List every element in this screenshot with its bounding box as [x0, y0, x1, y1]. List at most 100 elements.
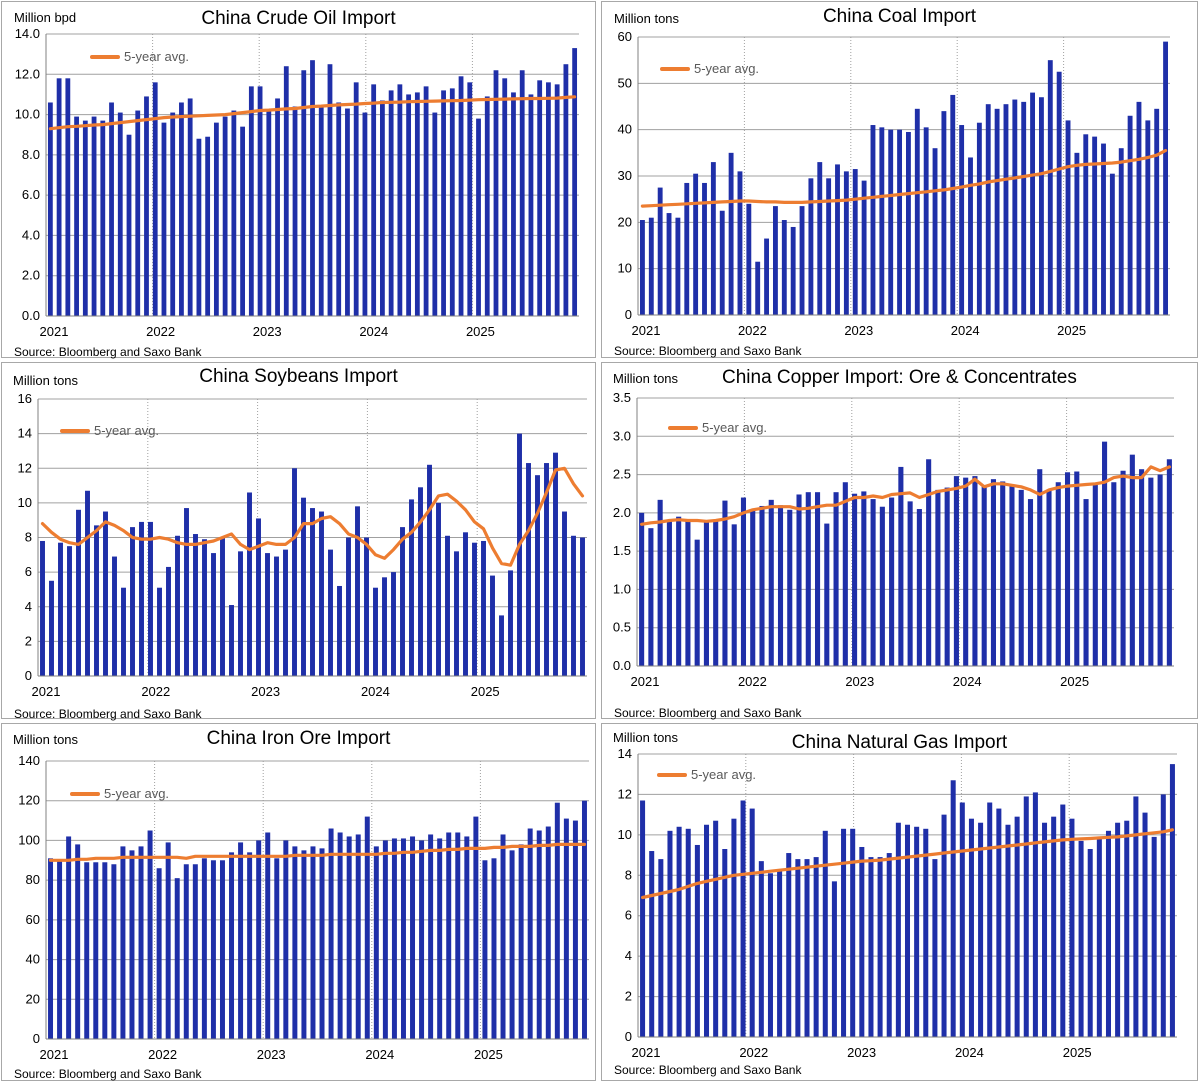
bar-monthly-import	[1133, 796, 1139, 1037]
bar-monthly-import	[364, 816, 370, 1039]
bar-monthly-import	[410, 836, 416, 1039]
bar-monthly-import	[536, 830, 542, 1039]
bar-monthly-import	[391, 572, 396, 676]
chart-panel-iron-ore: 0 20 40 60 80 100 120 140 2021 2022 2023 2024 2025 C…	[1, 723, 596, 1081]
y-tick-label: 0	[625, 1029, 632, 1044]
avg-line	[639, 465, 1172, 526]
bar-monthly-import	[463, 532, 468, 676]
bar-monthly-import	[675, 217, 681, 315]
bar-monthly-import	[888, 129, 894, 315]
bar-monthly-import	[345, 108, 350, 317]
bar-monthly-import	[103, 511, 108, 676]
bar-monthly-import	[907, 501, 913, 666]
bar-monthly-import	[685, 520, 691, 666]
bar-monthly-import	[184, 508, 189, 676]
x-tick-label: 2021	[40, 1047, 69, 1062]
y-tick-label: 6.0	[22, 187, 40, 202]
y-tick-label: 120	[18, 793, 40, 808]
legend: 5-year avg.	[60, 423, 159, 438]
bar-monthly-import	[976, 122, 982, 315]
bar-monthly-import	[472, 542, 477, 676]
bar-monthly-import	[563, 64, 569, 316]
bar-monthly-import	[694, 844, 700, 1037]
x-tick-label: 2023	[257, 1047, 286, 1062]
bar-monthly-import	[764, 238, 770, 315]
source-note: Source: Bloomberg and Saxo Bank	[14, 345, 202, 359]
bar-monthly-import	[1078, 840, 1084, 1037]
bar-monthly-import	[1139, 469, 1145, 666]
chart-panel-crude-oil: 0.0 2.0 4.0 6.0 8.0 10.0 12.0 14.0 2021 2022 2023 2…	[1, 1, 596, 359]
bar-monthly-import	[702, 182, 707, 315]
legend: 5-year avg.	[70, 786, 169, 801]
bar-monthly-import	[941, 111, 947, 315]
bar-monthly-import	[1065, 120, 1071, 316]
bar-monthly-import	[256, 840, 262, 1039]
y-tick-label: 6	[25, 564, 32, 579]
bar-monthly-import	[476, 118, 481, 316]
bar-monthly-import	[85, 490, 90, 676]
y-tick-label: 0.0	[22, 308, 40, 323]
bar-monthly-import	[841, 828, 847, 1037]
bar-monthly-import	[156, 868, 162, 1039]
bar-monthly-import	[914, 108, 920, 315]
bar-monthly-import	[419, 840, 425, 1039]
bar-monthly-import	[432, 112, 438, 316]
bar-monthly-import	[1111, 482, 1117, 666]
bar-monthly-import	[777, 505, 784, 666]
bar-monthly-import	[319, 511, 324, 676]
bar-monthly-import	[1055, 482, 1061, 666]
bar-monthly-import	[731, 524, 737, 666]
bar-monthly-import	[737, 171, 743, 315]
bar-monthly-import	[772, 206, 778, 315]
y-tick-label: 12.0	[15, 66, 40, 81]
bar-monthly-import	[318, 106, 324, 316]
bar-monthly-import	[897, 129, 903, 315]
bar-monthly-import	[932, 859, 938, 1037]
bar-monthly-import	[220, 537, 225, 676]
bar-monthly-import	[229, 605, 234, 676]
avg-line	[640, 828, 1175, 900]
y-tick-label: 4.0	[22, 227, 40, 242]
bar-monthly-import	[1064, 472, 1071, 666]
bar-monthly-import	[731, 818, 737, 1037]
source-note: Source: Bloomberg and Saxo Bank	[614, 344, 802, 358]
bar-monthly-import	[889, 497, 895, 666]
legend-swatch	[90, 54, 120, 59]
bar-monthly-import	[905, 131, 911, 315]
y-axis-unit: Million tons	[13, 732, 79, 747]
bar-monthly-import	[1105, 830, 1111, 1037]
bar-monthly-import	[275, 98, 280, 316]
iron-ore-chart: 0 20 40 60 80 100 120 140 2021 2022 2023 2024 2025	[18, 753, 589, 1062]
bar-monthly-import	[719, 210, 725, 315]
bar-monthly-import	[750, 509, 756, 666]
bar-monthly-import	[963, 477, 969, 666]
bar-monthly-import	[337, 585, 342, 676]
bar-monthly-import	[581, 800, 587, 1039]
bar-monthly-import	[824, 523, 830, 666]
bar-monthly-import	[1101, 143, 1106, 315]
bar-monthly-import	[213, 122, 219, 316]
bar-monthly-import	[941, 814, 947, 1037]
bar-monthly-import	[1042, 822, 1048, 1037]
bar-monthly-import	[814, 492, 821, 666]
bar-monthly-import	[852, 493, 858, 666]
bar-monthly-import	[953, 476, 959, 666]
bar-monthly-import	[473, 816, 479, 1039]
bar-monthly-import	[120, 846, 126, 1039]
bar-monthly-import	[904, 824, 911, 1037]
bar-monthly-import	[852, 169, 858, 315]
bar-monthly-import	[1154, 108, 1160, 315]
bar-monthly-import	[1157, 474, 1163, 666]
bar-monthly-import	[944, 487, 950, 666]
bar-monthly-import	[787, 509, 793, 666]
bar-monthly-import	[126, 134, 132, 316]
copper-chart: 0.0 0.5 1.0 1.5 2.0 2.5 3.0 3.5 2021 2022 2023 2024…	[613, 390, 1174, 689]
bar-monthly-import	[147, 830, 153, 1039]
bar-monthly-import	[441, 90, 446, 317]
bar-monthly-import	[1083, 134, 1089, 315]
bar-monthly-import	[959, 802, 965, 1037]
avg-line	[40, 466, 585, 567]
bar-monthly-import	[379, 100, 385, 316]
bar-monthly-import	[1074, 471, 1080, 666]
bar-monthly-import	[187, 98, 193, 316]
